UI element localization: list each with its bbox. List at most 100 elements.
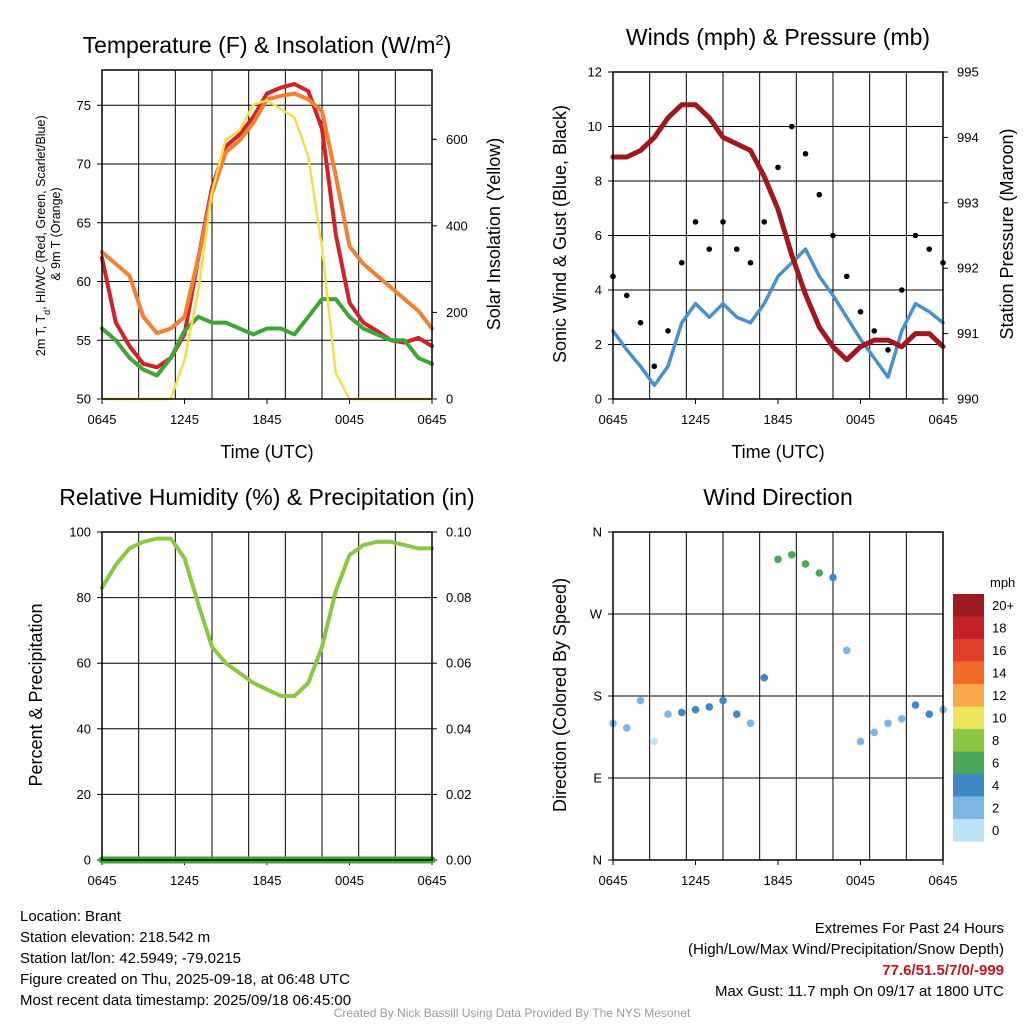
temperature-frame [101,69,433,400]
winds-y-tick-label: 2 [595,337,602,352]
winds-y2-tick-label: 995 [957,65,979,80]
gust-point [857,309,864,315]
gust-point [926,246,933,252]
legend-label: 18 [992,621,1006,636]
humidity-frame [101,531,433,861]
gust-point [912,232,919,239]
legend-swatch [953,819,984,842]
legend-label: 2 [992,801,999,816]
recent-data-timestamp: Most recent data timestamp: 2025/09/18 0… [20,992,352,1009]
winds-y2-tick-label: 990 [957,392,979,407]
legend-swatch [953,639,984,662]
direction-y-tick-label: E [593,771,602,786]
gust-point [775,164,781,171]
winds-x-tick-label: 0645 [599,412,628,427]
direction-point [774,555,782,564]
gust-point [733,246,740,252]
humidity-x-tick-label: 1245 [170,873,199,888]
winds-x-tick-label: 1845 [764,412,793,427]
direction-point [760,673,769,682]
direction-y-tick-label: S [593,689,602,704]
gust-point [651,363,658,370]
max-gust: Max Gust: 11.7 mph On 09/17 at 1800 UTC [714,983,1004,1000]
legend-swatch [953,774,984,797]
legend-label: 6 [992,756,999,771]
td-line [100,297,434,378]
winds-y2-tick-label: 991 [957,326,979,341]
direction-point [870,728,879,737]
solar-insolation-line [100,99,434,401]
gust-point [623,292,630,299]
humidity-x-tick-label: 1845 [253,873,282,888]
winds-frame [612,71,944,400]
extremes-values: 77.6/51.5/7/0/-999 [882,962,1004,979]
gust-point [816,191,823,198]
direction-point [884,719,892,728]
temperature-x-tick-label: 1245 [170,412,199,427]
direction-plot-area: 0645 1245 1845 0045 0645 N E S W N [590,525,958,889]
direction-point [622,724,631,732]
temperature-x-axis-label: Time (UTC) [220,442,313,462]
direction-x-tick-label: 0045 [846,873,875,888]
direction-point [829,573,837,582]
temperature-y-tick-label: 55 [77,333,91,348]
winds-y-tick-label: 0 [595,392,602,407]
humidity-y2-tick-label: 0.04 [446,721,471,736]
humidity-y2-tick-label: 0.06 [446,656,471,671]
direction-point [664,710,672,719]
credit-line: Created By Nick Bassill Using Data Provi… [333,1006,691,1020]
humidity-precip-panel: Relative Humidity (%) & Precipitation (i… [26,484,475,888]
legend-swatch [953,706,984,729]
humidity-x-tick-label: 0645 [418,873,447,888]
legend-swatch [953,661,984,684]
winds-x-tick-label: 0645 [929,412,958,427]
extremes-subheading: (High/Low/Max Wind/Precipitation/Snow De… [688,941,1004,958]
temperature-y-tick-label: 60 [77,274,91,289]
gust-point [761,219,768,225]
temperature-y-tick-label: 75 [77,98,91,113]
gust-point [637,319,644,326]
temperature-x-tick-label: 0645 [418,412,447,427]
direction-x-tick-label: 0645 [599,873,628,888]
winds-right-axis-label: Station Pressure (Maroon) [997,128,1017,339]
legend-swatch [953,796,984,819]
temperature-insolation-panel: Temperature (F) & Insolation (W/m2) 0645… [34,32,504,463]
direction-point [677,708,686,717]
gust-point [898,287,905,293]
temperature-x-tick-label: 0645 [88,412,117,427]
humidity-y-tick-label: 20 [77,787,91,802]
winds-y-tick-label: 6 [595,228,602,243]
temperature-left-axis-label: 2m T, Td, HI/WC (Red, Green, Scarlet/Blu… [34,112,63,356]
humidity-panel-title: Relative Humidity (%) & Precipitation (i… [59,484,474,510]
humidity-y2-tick-label: 0.00 [446,853,471,868]
temperature-plot-area: 0645 1245 1845 0045 0645 50 55 60 65 70 75 0 200 400 6… [77,69,468,427]
direction-point [650,737,659,746]
direction-frame [612,531,944,861]
temperature-y-tick-label: 65 [77,215,91,230]
legend-swatch [953,684,984,707]
direction-x-tick-label: 0645 [929,873,958,888]
extremes-heading: Extremes For Past 24 Hours [814,920,1004,937]
winds-plot-area: 0645 1245 1845 0045 0645 0 2 4 6 8 10 12 990 991 992 99… [588,65,979,428]
direction-point [746,719,755,728]
wind-direction-panel: Wind Direction 0645 1245 1845 0045 0645 N E S W N… [550,484,1015,888]
winds-y-tick-label: 8 [595,174,602,189]
direction-x-tick-label: 1845 [764,873,793,888]
humidity-y-tick-label: 40 [77,721,91,736]
2m-t-line [100,82,434,370]
legend-label: 0 [992,823,999,838]
legend-swatch [953,729,984,752]
winds-panel-title: Winds (mph) & Pressure (mb) [626,24,930,50]
temperature-x-tick-label: 1845 [253,412,282,427]
gust-point [843,273,850,280]
humidity-x-tick-label: 0645 [88,873,117,888]
gust-point [788,123,795,130]
winds-y-tick-label: 12 [588,65,602,80]
direction-point [842,646,851,655]
direction-point [897,714,906,723]
gust-point [885,347,891,353]
humidity-y2-tick-label: 0.08 [446,590,471,605]
gust-point [692,219,699,225]
direction-y-tick-label: N [593,853,602,868]
